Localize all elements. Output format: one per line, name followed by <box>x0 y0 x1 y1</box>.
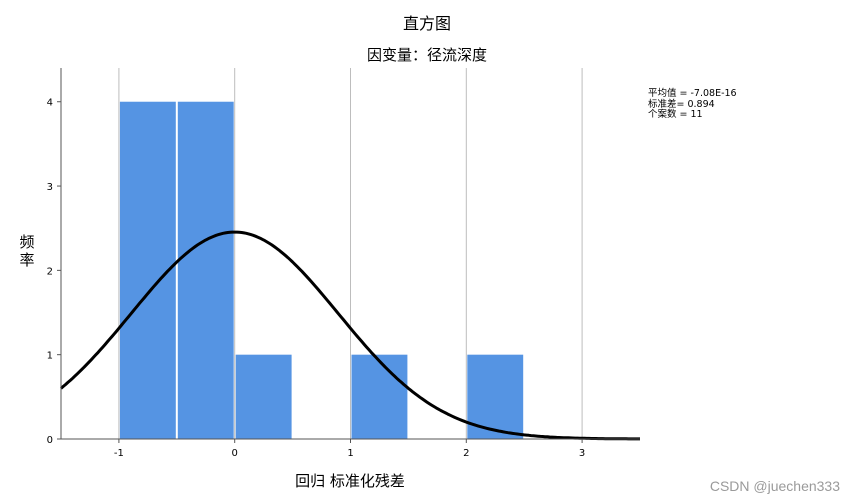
y-tick-label-3: 3 <box>47 182 53 193</box>
chart-subtitle: 因变量：径流深度 <box>367 46 487 64</box>
stats-mean: 平均值 = -7.08E-16 <box>648 88 737 99</box>
y-tick-label-4: 4 <box>47 98 53 109</box>
normal-curve-group <box>60 230 640 441</box>
stats-box: 平均值 = -7.08E-16 标准差= 0.894 个案数 = 11 <box>648 88 737 121</box>
x-tick-label--1: -1 <box>114 448 124 459</box>
tick-labels: -1 0 1 2 3 0 1 2 3 4 <box>47 98 586 459</box>
x-tick-label-1: 1 <box>347 448 353 459</box>
chart-title: 直方图 <box>403 14 451 33</box>
stats-std: 标准差= 0.894 <box>648 98 715 110</box>
x-tick-label-2: 2 <box>463 448 469 459</box>
x-tick-label-0: 0 <box>232 448 238 459</box>
histogram-bars <box>119 101 524 440</box>
normal-curve <box>60 230 640 441</box>
watermark: CSDN @juechen333 <box>709 478 840 494</box>
histogram-bar-3 <box>351 354 408 439</box>
x-axis-label: 回归 标准化残差 <box>295 472 405 490</box>
grid-lines <box>118 68 583 439</box>
y-tick-label-0: 0 <box>47 435 53 446</box>
histogram-bar-2 <box>235 354 292 439</box>
y-axis-label: 频率 <box>19 233 34 269</box>
histogram-bar-1 <box>177 101 234 440</box>
y-tick-label-2: 2 <box>47 266 53 277</box>
y-tick-label-1: 1 <box>47 351 53 362</box>
x-tick-label-3: 3 <box>579 448 585 459</box>
stats-n: 个案数 = 11 <box>648 109 703 120</box>
